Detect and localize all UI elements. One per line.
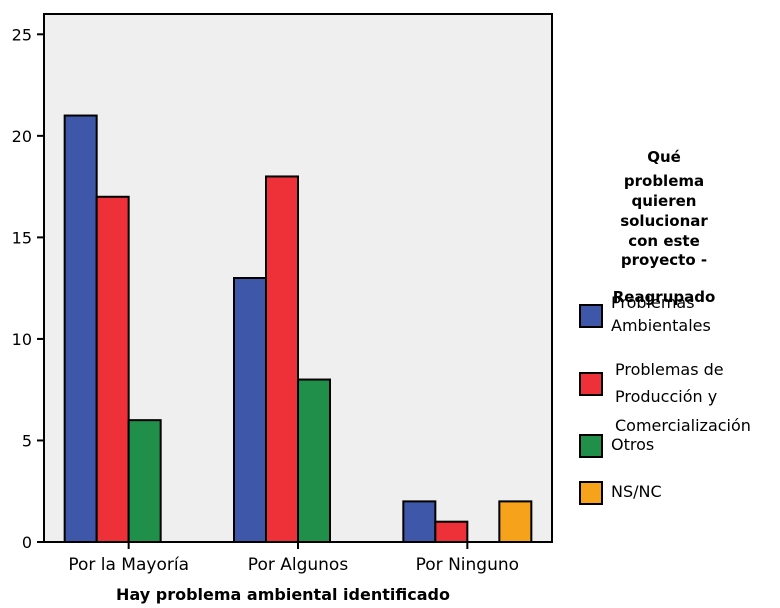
x-axis-title: Hay problema ambiental identificado <box>116 585 450 604</box>
x-category-label: Por la Mayoría <box>68 555 189 575</box>
legend-title-line: problema <box>624 172 704 190</box>
legend-title-line: con este <box>628 232 700 250</box>
legend-label: Comercialización <box>615 416 751 435</box>
bar <box>63 114 98 544</box>
y-tick-label: 20 <box>12 127 32 146</box>
x-category-label: Por Ninguno <box>416 555 519 575</box>
y-tick-label: 15 <box>12 228 32 247</box>
bar <box>434 520 469 544</box>
bar <box>95 195 130 543</box>
legend-swatch <box>579 434 603 458</box>
y-tick-label: 0 <box>22 533 32 552</box>
y-tick-label: 5 <box>22 431 32 450</box>
legend-label: Problemas de <box>615 360 724 379</box>
bar <box>498 500 533 543</box>
y-axis: 0 5 10 15 20 25 <box>12 25 44 552</box>
x-axis: Por la Mayoría Por Algunos Por Ninguno <box>68 542 519 575</box>
legend-label: NS/NC <box>611 482 662 501</box>
bar <box>127 419 162 543</box>
legend-label: Ambientales <box>611 316 711 335</box>
legend-swatch <box>579 481 603 505</box>
legend-label: Otros <box>611 435 654 454</box>
legend-label: Problemas <box>611 293 695 312</box>
legend-title-line: Reagrupado <box>613 288 716 306</box>
x-category-label: Por Algunos <box>248 555 349 575</box>
legend-title-line: Qué <box>647 148 681 166</box>
y-tick-label: 10 <box>12 330 32 349</box>
legend-title-line: quieren <box>632 192 697 210</box>
bars-group <box>63 114 533 544</box>
bar <box>265 175 299 543</box>
bar <box>402 500 437 543</box>
legend-label: Producción y <box>615 387 717 406</box>
y-tick-label: 25 <box>12 25 32 44</box>
bar <box>297 378 331 543</box>
legend-title-line: solucionar <box>620 212 708 230</box>
legend-swatch <box>579 372 603 396</box>
legend: Qué problema quieren solucionar con esteproy… <box>579 148 751 505</box>
legend-swatch <box>579 304 603 328</box>
legend-title-line: proyecto - <box>621 251 707 269</box>
bar <box>233 277 267 543</box>
